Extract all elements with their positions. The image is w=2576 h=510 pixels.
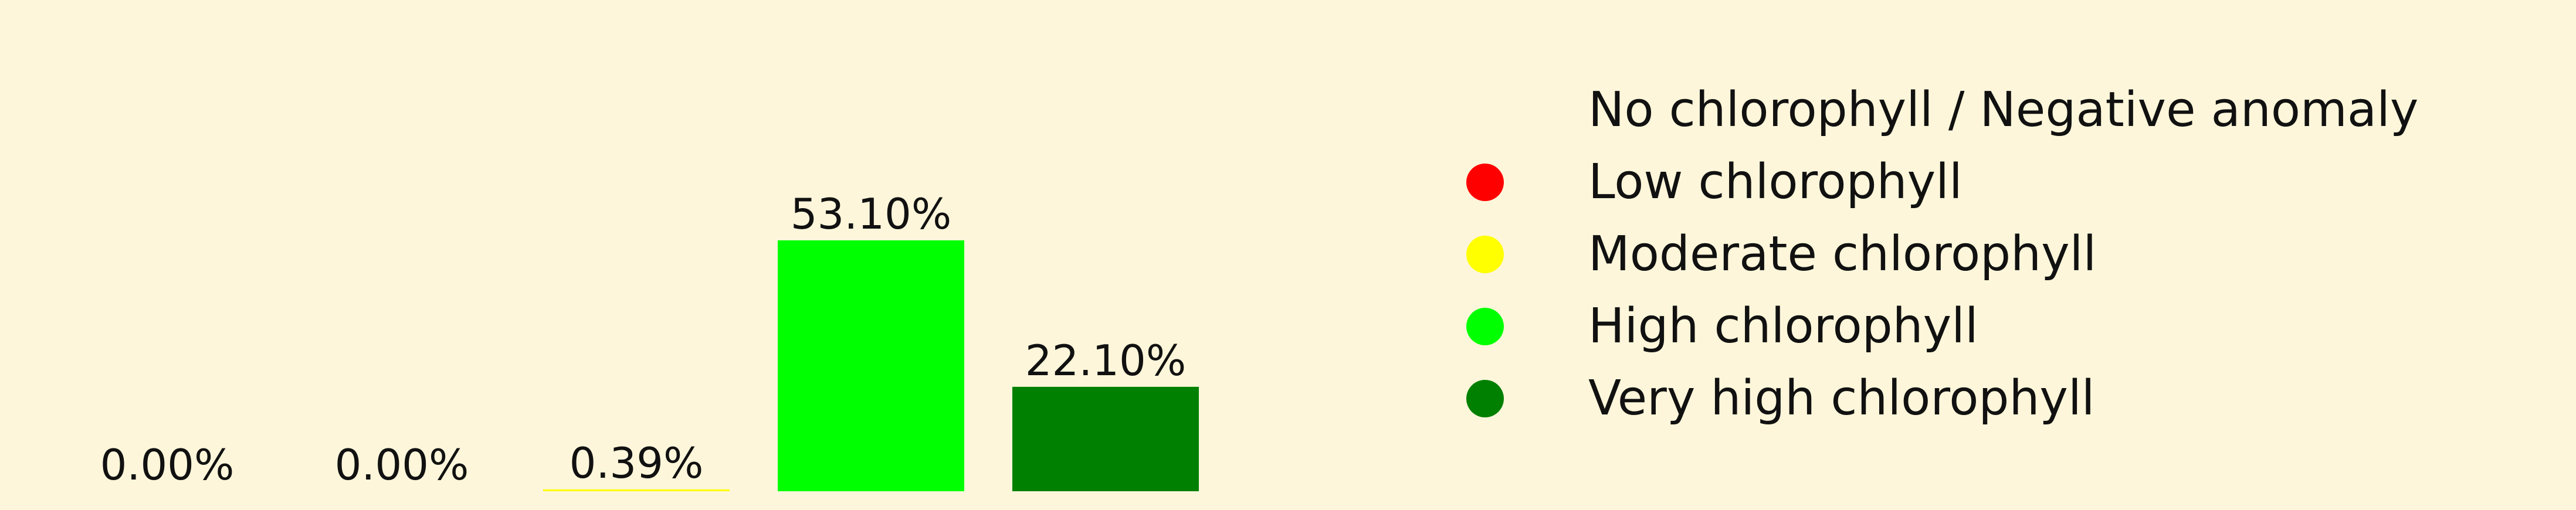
bar-5 bbox=[1012, 386, 1199, 491]
legend-marker-icon bbox=[1466, 91, 1504, 129]
legend-label: Moderate chlorophyll bbox=[1588, 226, 2097, 282]
legend-item-5: Very high chlorophyll bbox=[1466, 362, 2418, 434]
bars-group bbox=[543, 240, 1199, 491]
legend: No chlorophyll / Negative anomaly Low chl… bbox=[1466, 74, 2418, 434]
legend-item-2: Low chlorophyll bbox=[1466, 146, 2418, 218]
bar-3 bbox=[543, 489, 730, 491]
legend-label: No chlorophyll / Negative anomaly bbox=[1588, 82, 2419, 138]
value-label-2: 0.00% bbox=[335, 440, 469, 489]
legend-item-3: Moderate chlorophyll bbox=[1466, 218, 2418, 290]
legend-item-1: No chlorophyll / Negative anomaly bbox=[1466, 74, 2418, 146]
legend-marker-icon bbox=[1466, 379, 1504, 417]
value-label-4: 53.10% bbox=[791, 189, 952, 239]
value-label-1: 0.00% bbox=[100, 440, 235, 489]
bar-4 bbox=[778, 240, 964, 491]
legend-marker-icon bbox=[1466, 307, 1504, 345]
value-labels-group: 0.00% 0.00% 0.39% 53.10% 22.10% bbox=[100, 189, 1187, 489]
legend-label: Very high chlorophyll bbox=[1588, 370, 2095, 426]
legend-marker-icon bbox=[1466, 235, 1504, 273]
legend-label: High chlorophyll bbox=[1588, 298, 1978, 354]
value-label-3: 0.39% bbox=[570, 438, 704, 488]
bar-chart: 0.00% 0.00% 0.39% 53.10% 22.10% bbox=[100, 189, 1199, 491]
legend-marker-icon bbox=[1466, 163, 1504, 201]
legend-label: Low chlorophyll bbox=[1588, 154, 1962, 210]
value-label-5: 22.10% bbox=[1025, 336, 1187, 385]
legend-item-4: High chlorophyll bbox=[1466, 290, 2418, 362]
